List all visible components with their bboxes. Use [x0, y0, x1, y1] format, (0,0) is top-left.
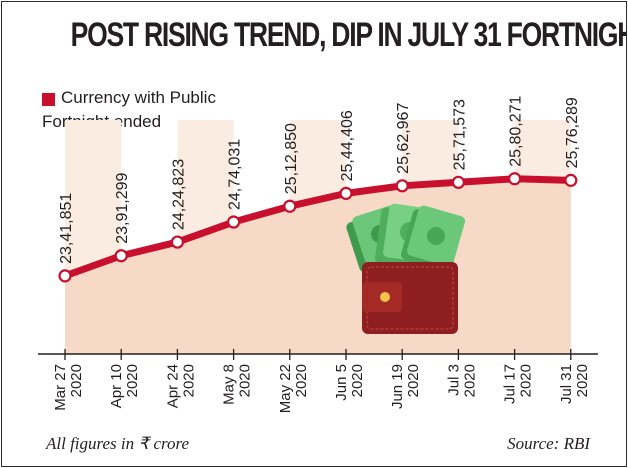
chart-title: POST RISING TREND, DIP IN JULY 31 FORTNI… [70, 16, 627, 54]
data-point [564, 173, 578, 187]
wallet-body [362, 262, 458, 334]
value-label: 23,41,851 [58, 193, 75, 264]
data-point [170, 235, 184, 249]
x-tick-label-year: 2020 [180, 364, 197, 397]
footnote: All figures in ₹ crore [46, 434, 190, 453]
x-tick-label-year: 2020 [349, 364, 366, 397]
x-tick-label-date: Mar 27 [52, 364, 69, 411]
x-tick-label-year: 2020 [293, 364, 310, 397]
value-label: 24,74,031 [227, 139, 244, 210]
x-tick-label-date: Jul 31 [558, 364, 575, 404]
value-labels: 23,41,851 23,91,299 24,24,823 24,74,031 25,1… [58, 95, 581, 263]
x-tick-label-year: 2020 [124, 364, 141, 397]
value-label: 25,12,850 [283, 123, 300, 194]
x-tick-label-year: 2020 [405, 364, 422, 397]
x-tick-label-date: Apr 24 [164, 364, 181, 408]
x-tick-label-date: Jun 5 [333, 364, 350, 401]
data-point [451, 175, 465, 189]
x-tick-label-year: 2020 [461, 364, 478, 397]
value-label: 25,71,573 [451, 99, 468, 170]
area-fill-layer [65, 178, 571, 354]
x-tick-label-date: Jul 3 [445, 364, 462, 396]
x-tick-label-date: Jun 19 [389, 364, 406, 409]
x-tick-label-year: 2020 [574, 364, 591, 397]
legend-swatch [42, 93, 55, 106]
value-label: 25,62,967 [395, 103, 412, 174]
value-label: 25,76,289 [564, 97, 581, 168]
value-label: 24,24,823 [170, 159, 187, 230]
x-tick-label-date: Apr 10 [108, 364, 125, 408]
data-point [114, 249, 128, 263]
x-tick-label-year: 2020 [68, 364, 85, 397]
x-ticks [64, 349, 572, 360]
data-point [283, 199, 297, 213]
value-label: 25,44,406 [339, 110, 356, 181]
data-point [227, 215, 241, 229]
x-tick-labels: Mar 27 2020 Apr 10 2020 Apr 24 2020 May 8 2020 M… [52, 364, 591, 413]
data-point [395, 179, 409, 193]
series-line [61, 175, 575, 280]
value-label: 23,91,299 [114, 172, 131, 243]
banknote-icon [400, 205, 466, 271]
data-point [58, 269, 72, 283]
x-tick-label-date: May 8 [221, 364, 238, 405]
x-tick-label-date: May 22 [277, 364, 294, 413]
value-label: 25,80,271 [508, 95, 525, 166]
data-points [58, 172, 578, 283]
x-tick-label-date: Jul 17 [502, 364, 519, 404]
wallet-clasp [380, 292, 390, 302]
x-tick-label-year: 2020 [237, 364, 254, 397]
area-fill [65, 178, 571, 354]
data-point [507, 172, 522, 186]
legend-label: Currency with Public [61, 88, 216, 107]
source-note: Source: RBI [507, 434, 590, 453]
wallet-cash-icon [346, 203, 466, 334]
data-point [339, 186, 353, 200]
x-tick-label-year: 2020 [518, 364, 535, 397]
